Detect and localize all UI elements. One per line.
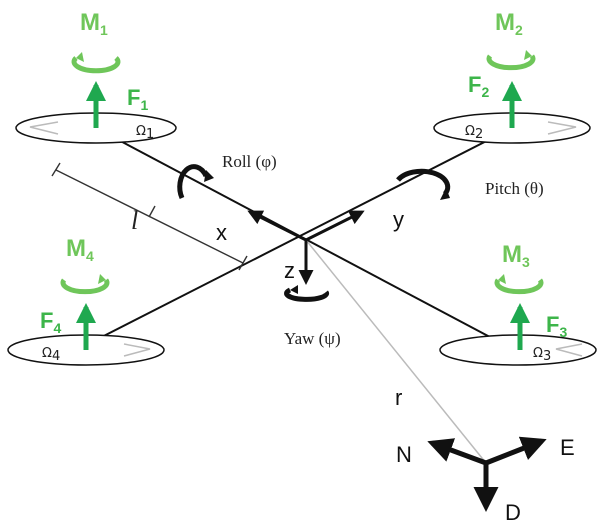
position-vector-line: [305, 239, 487, 464]
yaw-label: Yaw (ψ): [284, 329, 341, 348]
rotation-arrowhead-icon: [498, 274, 506, 284]
down-label: D: [505, 500, 521, 522]
position-vector-label: r: [395, 385, 402, 410]
pitch-arrowhead-icon: [440, 188, 450, 200]
roll-arrowhead-icon: [204, 170, 214, 182]
arm-front-right: [89, 127, 513, 344]
rotation-arrow-icon: [71, 56, 121, 74]
rotation-arrowhead-icon: [76, 52, 84, 62]
rotation-arrow-icon: [494, 278, 544, 295]
moment-1-label: M1: [80, 9, 108, 38]
arm-length-tick: [148, 205, 156, 218]
rotor-2: Ω2 F2 M2: [433, 9, 591, 144]
rotation-arrow-icon: [486, 54, 536, 71]
y-axis-label: y: [393, 207, 404, 232]
moment-3-label: M3: [502, 241, 530, 270]
rotor-4: Ω4 F4 M4: [7, 235, 165, 366]
roll-rotation-icon: [177, 164, 209, 200]
spin-arrow-icon: [123, 343, 151, 357]
east-arrow-icon: [485, 436, 547, 466]
rotor-1: Ω1 F1 M1: [15, 9, 177, 144]
north-label: N: [396, 442, 412, 467]
force-3-label: F3: [546, 312, 567, 340]
omega-2-label: Ω2: [465, 124, 483, 142]
z-axis-label: z: [284, 258, 295, 283]
x-axis-arrow-icon: [247, 210, 307, 242]
rotation-arrow-icon: [60, 278, 110, 295]
arm-length-label: l: [131, 206, 138, 235]
force-2-label: F2: [468, 72, 489, 100]
moment-2-label: M2: [495, 9, 523, 38]
force-1-label: F1: [127, 85, 148, 113]
omega-1-label: Ω1: [136, 124, 154, 142]
pitch-label: Pitch (θ): [485, 179, 544, 198]
yaw-rotation-icon: [284, 287, 329, 302]
spin-arrow-icon: [547, 121, 577, 135]
force-4-label: F4: [40, 308, 61, 336]
omega-4-label: Ω4: [42, 346, 60, 364]
x-axis-label: x: [216, 220, 227, 245]
east-label: E: [560, 435, 575, 460]
yaw-arrowhead-icon: [290, 285, 298, 294]
north-arrow-icon: [427, 438, 487, 466]
omega-3-label: Ω3: [533, 346, 551, 364]
rotation-arrowhead-icon: [524, 50, 532, 60]
y-axis-arrow-icon: [305, 210, 365, 242]
pitch-rotation-icon: [396, 168, 451, 196]
spin-arrow-icon: [29, 121, 59, 135]
rotor-3: Ω3 F3 M3: [439, 241, 597, 366]
spin-arrow-icon: [555, 343, 583, 357]
moment-4-label: M4: [66, 235, 94, 264]
rotation-arrowhead-icon: [98, 274, 106, 284]
roll-label: Roll (φ): [222, 152, 277, 171]
